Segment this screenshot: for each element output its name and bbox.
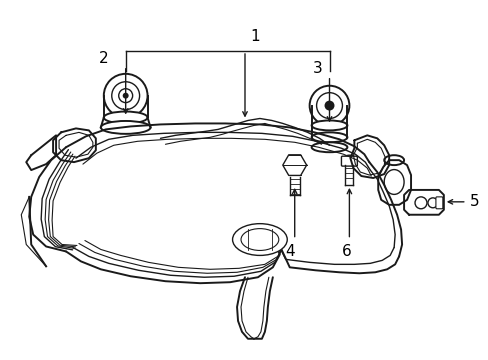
Circle shape <box>427 198 437 208</box>
Circle shape <box>103 74 147 117</box>
Ellipse shape <box>103 112 147 123</box>
Ellipse shape <box>384 155 403 165</box>
Circle shape <box>122 93 128 99</box>
Text: 4: 4 <box>285 244 294 259</box>
Circle shape <box>414 197 426 209</box>
Circle shape <box>324 100 334 111</box>
FancyBboxPatch shape <box>341 156 357 166</box>
Ellipse shape <box>342 155 356 165</box>
Text: 5: 5 <box>469 194 479 209</box>
Ellipse shape <box>232 224 286 255</box>
Ellipse shape <box>311 142 346 152</box>
Text: 6: 6 <box>341 244 350 259</box>
Text: 3: 3 <box>312 61 322 76</box>
Ellipse shape <box>101 121 150 134</box>
Ellipse shape <box>311 132 346 142</box>
FancyBboxPatch shape <box>435 197 442 209</box>
Text: 2: 2 <box>99 51 108 67</box>
Ellipse shape <box>311 121 346 130</box>
Circle shape <box>309 86 349 125</box>
Text: 1: 1 <box>250 28 259 44</box>
